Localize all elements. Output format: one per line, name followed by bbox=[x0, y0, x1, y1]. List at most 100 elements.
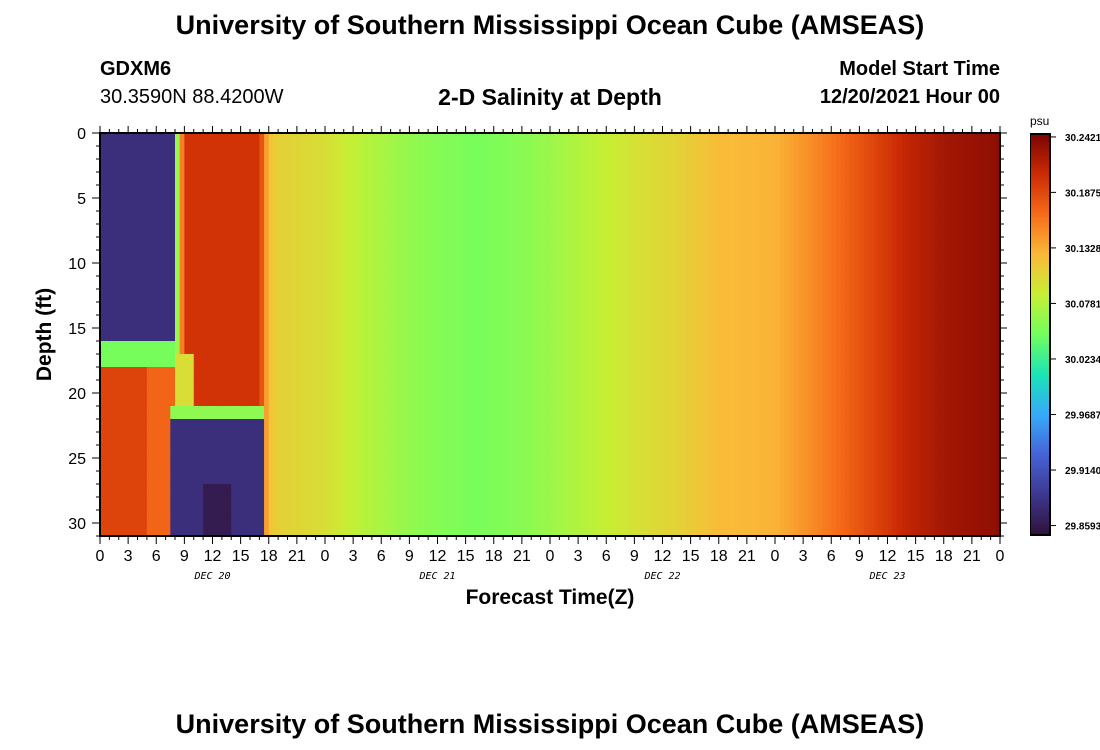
heatmap-cell bbox=[165, 523, 171, 536]
heatmap-cell bbox=[418, 146, 425, 160]
heatmap-cell bbox=[671, 185, 678, 199]
heatmap-cell bbox=[578, 523, 584, 536]
heatmap-cell bbox=[282, 185, 289, 199]
heatmap-cell bbox=[390, 315, 396, 329]
heatmap-cell bbox=[423, 198, 429, 212]
heatmap-cell bbox=[259, 289, 265, 303]
heatmap-cell bbox=[573, 445, 579, 459]
heatmap-cell bbox=[695, 224, 701, 238]
heatmap-cell bbox=[554, 419, 560, 433]
heatmap-cell bbox=[807, 471, 814, 485]
heatmap-cell bbox=[240, 367, 246, 381]
heatmap-cell bbox=[329, 289, 335, 303]
heatmap-cell bbox=[535, 432, 542, 446]
heatmap-cell bbox=[432, 354, 439, 368]
heatmap-cell bbox=[840, 367, 846, 381]
heatmap-cell bbox=[601, 133, 607, 147]
heatmap-cell bbox=[217, 250, 223, 264]
heatmap-cell bbox=[634, 185, 640, 199]
heatmap-cell bbox=[259, 172, 265, 186]
heatmap-cell bbox=[507, 523, 514, 536]
heatmap-cell bbox=[685, 276, 692, 290]
heatmap-cell bbox=[432, 328, 439, 342]
heatmap-cell bbox=[264, 393, 270, 407]
heatmap-cell bbox=[207, 432, 214, 446]
heatmap-cell bbox=[803, 328, 809, 342]
heatmap-cell bbox=[503, 367, 509, 381]
heatmap-cell bbox=[221, 445, 228, 459]
heatmap-cell bbox=[470, 406, 476, 420]
heatmap-cell bbox=[315, 289, 321, 303]
heatmap-cell bbox=[343, 185, 350, 199]
heatmap-cell bbox=[550, 380, 556, 394]
heatmap-cell bbox=[442, 471, 448, 485]
heatmap-cell bbox=[742, 328, 748, 342]
heatmap-cell bbox=[343, 354, 350, 368]
heatmap-cell bbox=[648, 341, 654, 355]
heatmap-cell bbox=[465, 471, 471, 485]
heatmap-cell bbox=[278, 406, 284, 420]
heatmap-cell bbox=[671, 146, 678, 160]
heatmap-cell bbox=[756, 406, 762, 420]
heatmap-cell bbox=[601, 185, 607, 199]
heatmap-cell bbox=[765, 367, 771, 381]
heatmap-cell bbox=[109, 224, 115, 238]
heatmap-cell bbox=[634, 341, 640, 355]
heatmap-cell bbox=[395, 419, 401, 433]
heatmap-cell bbox=[634, 198, 640, 212]
heatmap-cell bbox=[775, 263, 781, 277]
heatmap-cell bbox=[104, 302, 110, 316]
heatmap-cell bbox=[151, 510, 157, 524]
heatmap-cell bbox=[671, 276, 678, 290]
heatmap-cell bbox=[671, 250, 678, 264]
heatmap-cell bbox=[550, 328, 556, 342]
heatmap-cell bbox=[348, 393, 354, 407]
heatmap-cell bbox=[728, 172, 734, 186]
heatmap-cell bbox=[315, 354, 321, 368]
heatmap-cell bbox=[409, 484, 415, 498]
heatmap-cell bbox=[601, 198, 607, 212]
heatmap-cell bbox=[409, 367, 415, 381]
heatmap-cell bbox=[578, 432, 584, 446]
heatmap-cell bbox=[381, 315, 387, 329]
heatmap-cell bbox=[156, 497, 162, 511]
heatmap-cell bbox=[695, 133, 701, 147]
heatmap-cell bbox=[770, 484, 776, 498]
heatmap-cell bbox=[282, 406, 289, 420]
heatmap-cell bbox=[240, 211, 246, 225]
heatmap-cell bbox=[685, 445, 692, 459]
heatmap-cell bbox=[639, 510, 645, 524]
heatmap-cell bbox=[568, 432, 575, 446]
heatmap-cell bbox=[550, 211, 556, 225]
heatmap-cell bbox=[296, 367, 303, 381]
heatmap-cell bbox=[100, 250, 106, 264]
heatmap-cell bbox=[446, 458, 453, 472]
heatmap-cell bbox=[404, 497, 410, 511]
heatmap-cell bbox=[793, 393, 800, 407]
heatmap-cell bbox=[657, 458, 664, 472]
heatmap-cell bbox=[165, 354, 171, 368]
heatmap-cell bbox=[770, 445, 776, 459]
heatmap-cell bbox=[634, 445, 640, 459]
heatmap-cell bbox=[742, 224, 748, 238]
heatmap-cell bbox=[737, 263, 743, 277]
heatmap-cell bbox=[564, 159, 570, 173]
heatmap-cell bbox=[545, 172, 551, 186]
heatmap-cell bbox=[850, 484, 856, 498]
heatmap-cell bbox=[775, 510, 781, 524]
heatmap-cell bbox=[160, 367, 167, 381]
heatmap-cell bbox=[587, 367, 593, 381]
heatmap-cell bbox=[723, 302, 729, 316]
heatmap-cell bbox=[254, 198, 260, 212]
heatmap-cell bbox=[282, 328, 289, 342]
heatmap-cell bbox=[203, 133, 209, 147]
heatmap-cell bbox=[376, 341, 382, 355]
heatmap-cell bbox=[207, 185, 214, 199]
heatmap-cell bbox=[226, 146, 232, 160]
heatmap-cell bbox=[409, 328, 415, 342]
heatmap-cell bbox=[226, 393, 232, 407]
heatmap-cell bbox=[259, 354, 265, 368]
heatmap-cell bbox=[451, 224, 457, 238]
heatmap-cell bbox=[357, 211, 364, 225]
heatmap-cell bbox=[779, 185, 785, 199]
